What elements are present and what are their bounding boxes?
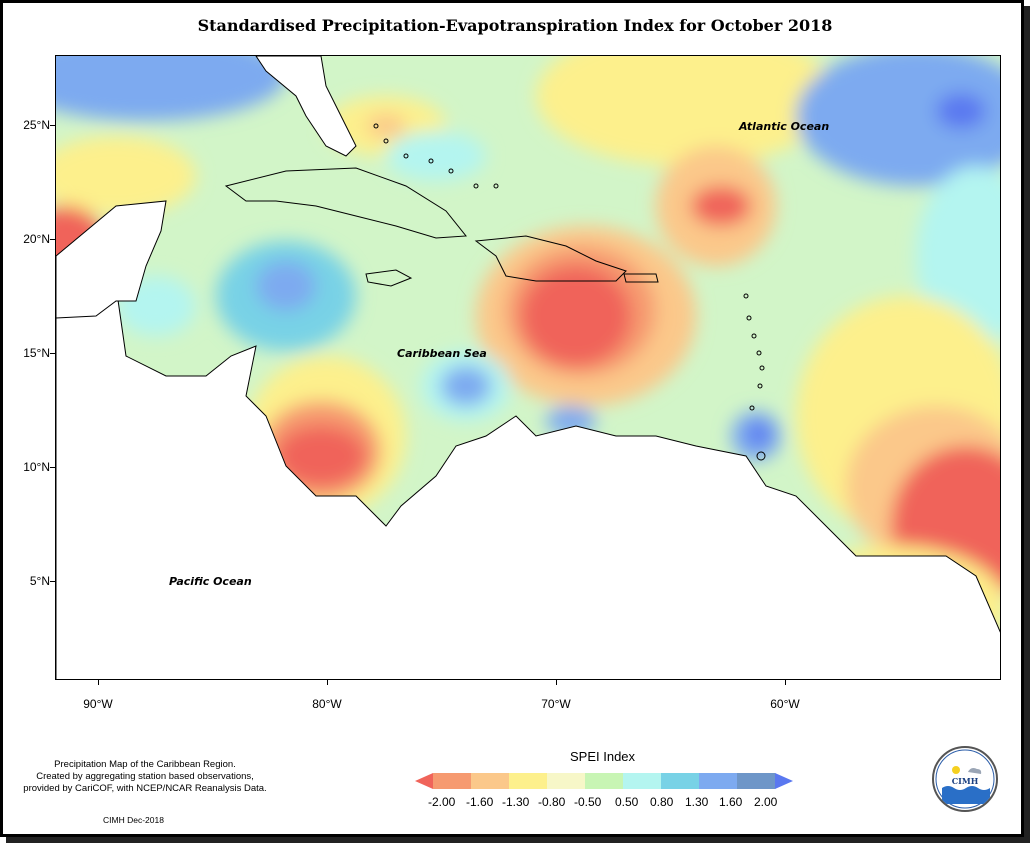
lat-tick [50, 581, 55, 582]
legend-label: -0.80 [538, 795, 566, 809]
legend-swatch [699, 773, 738, 789]
legend-label: -0.50 [574, 795, 602, 809]
lat-tick [50, 467, 55, 468]
legend-swatch [623, 773, 662, 789]
florida-land [255, 56, 357, 157]
note-line: Precipitation Map of the Caribbean Regio… [54, 759, 236, 770]
lon-label: 60°W [770, 697, 800, 711]
cloud-icon [968, 768, 982, 774]
lon-tick [98, 680, 99, 685]
lat-label: 10°N [23, 460, 50, 474]
cuba-outline [224, 167, 467, 239]
lon-label: 90°W [83, 697, 113, 711]
lon-label: 70°W [541, 697, 571, 711]
legend-arrow-right [775, 773, 793, 789]
legend-swatch [547, 773, 586, 789]
legend-label: 2.00 [754, 795, 778, 809]
jamaica-outline [365, 269, 413, 287]
hispaniola-outline [474, 235, 627, 282]
legend-swatch [585, 773, 624, 789]
lon-tick [556, 680, 557, 685]
region-label-atlantic: Atlantic Ocean [739, 120, 830, 133]
lesser-antilles [743, 293, 766, 461]
legend-label: 0.80 [650, 795, 674, 809]
note-line: Created by aggregating station based obs… [36, 771, 254, 782]
spei-field [56, 56, 1000, 679]
legend-arrow-left [415, 773, 433, 789]
legend-swatch [509, 773, 548, 789]
map-panel: Atlantic Ocean Caribbean Sea Pacific Oce… [55, 55, 1001, 680]
cimh-logo: CIMH [932, 746, 998, 812]
legend-swatch [471, 773, 510, 789]
lat-tick [50, 239, 55, 240]
frame-shadow [6, 837, 1030, 843]
lat-label: 5°N [29, 574, 50, 588]
frame-shadow [1024, 6, 1030, 843]
water-icon [942, 786, 990, 804]
lat-tick [50, 353, 55, 354]
yucatan-land [56, 200, 167, 319]
note-line: provided by CariCOF, with NCEP/NCAR Rean… [23, 783, 267, 794]
legend-label: -1.60 [466, 795, 494, 809]
logo-text: CIMH [951, 776, 979, 786]
legend-label: -1.30 [502, 795, 530, 809]
legend-label: -2.00 [428, 795, 456, 809]
bahamas-islands [373, 123, 499, 189]
cimh-logo-graphic [935, 749, 995, 809]
legend-label: 0.50 [615, 795, 639, 809]
legend-swatch [737, 773, 776, 789]
lon-tick [785, 680, 786, 685]
legend-swatch [433, 773, 472, 789]
sun-icon [952, 766, 960, 774]
region-label-caribbean: Caribbean Sea [397, 347, 487, 360]
map-title: Standardised Precipitation-Evapotranspir… [197, 16, 833, 35]
puerto-rico-outline [623, 273, 659, 283]
lat-tick [50, 125, 55, 126]
legend-colorbar [415, 773, 793, 789]
credit-text: CIMH Dec-2018 [103, 815, 164, 825]
legend-title: SPEI Index [570, 749, 636, 764]
land-mass [56, 285, 1000, 679]
region-label-pacific: Pacific Ocean [169, 575, 252, 588]
legend-label: 1.30 [685, 795, 709, 809]
lat-label: 25°N [23, 118, 50, 132]
lat-label: 20°N [23, 232, 50, 246]
legend-label: 1.60 [719, 795, 743, 809]
lon-tick [327, 680, 328, 685]
lat-label: 15°N [23, 346, 50, 360]
lon-label: 80°W [312, 697, 342, 711]
legend-swatch [661, 773, 700, 789]
